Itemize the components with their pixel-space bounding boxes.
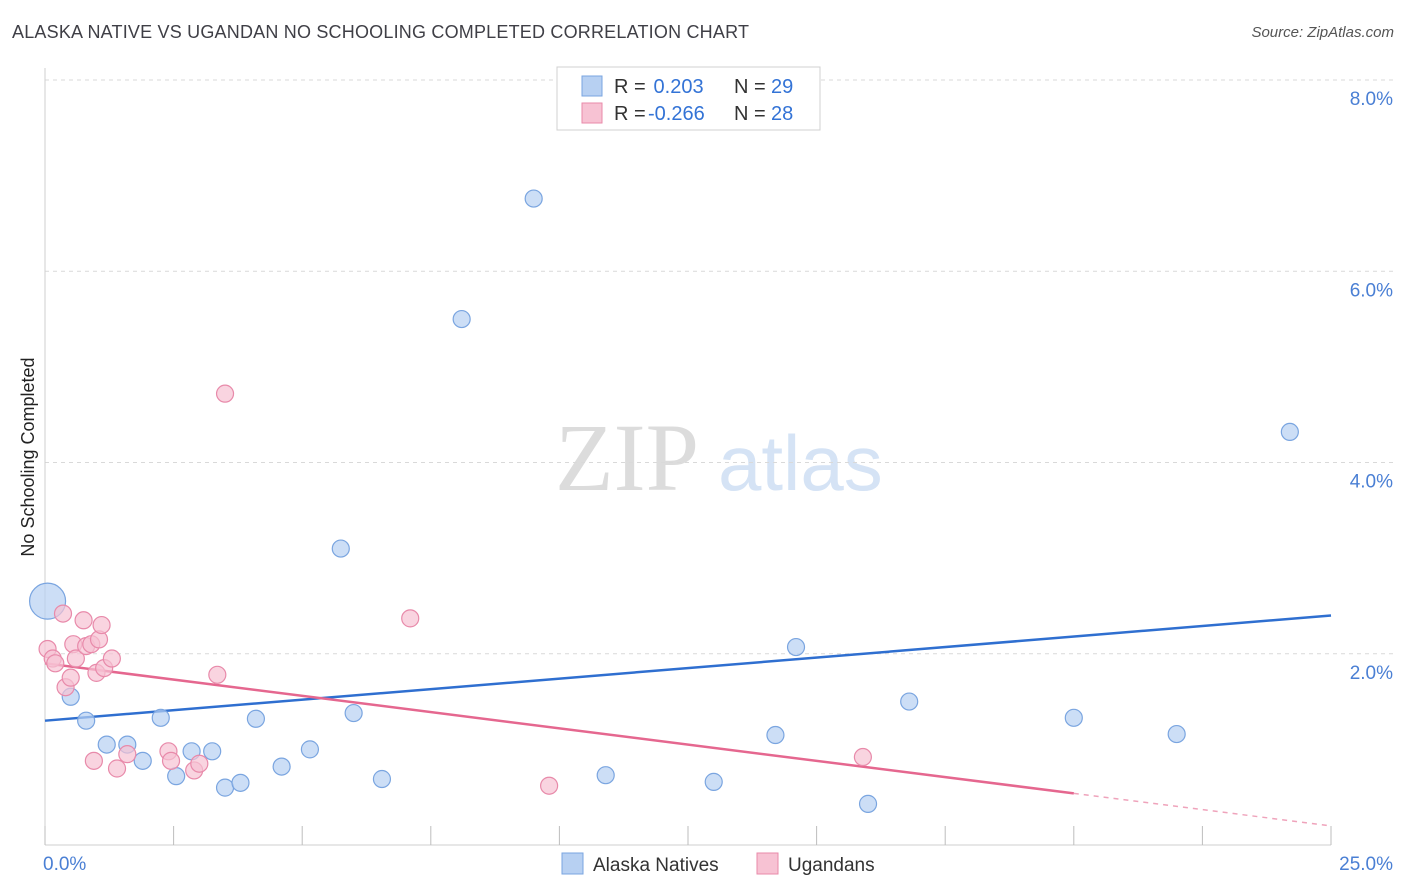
data-point-alaska — [452, 309, 471, 329]
axes: 2.0% 4.0% 6.0% 8.0% 0.0% 25.0% — [43, 68, 1393, 875]
data-point-alaska — [167, 767, 186, 786]
data-point-alaska — [704, 772, 723, 791]
data-point-alaska — [596, 766, 615, 785]
y-tick-label: 4.0% — [1350, 472, 1393, 493]
data-point-alaska — [1064, 708, 1083, 727]
y-tick-label: 6.0% — [1350, 280, 1393, 301]
x-tick-label: 25.0% — [1339, 854, 1393, 875]
source-credit: Source: ZipAtlas.com — [1251, 24, 1394, 41]
data-point-ugandan — [102, 649, 121, 668]
legend-swatch-ugandans — [756, 852, 779, 875]
data-point-ugandan — [53, 604, 73, 623]
trend-line-ugandan-extrapolated — [1073, 792, 1332, 827]
legend-label-alaska: Alaska Natives — [593, 855, 719, 876]
data-point-ugandan — [540, 776, 559, 795]
data-points — [28, 189, 1299, 813]
data-point-ugandan — [46, 654, 65, 673]
y-axis-title: No Schooling Completed — [18, 357, 38, 556]
data-point-ugandan — [118, 745, 137, 764]
trend-line-alaska — [44, 614, 1332, 722]
stats-swatch-ugandans — [581, 102, 603, 124]
r-value-ugandans: -0.266 — [648, 103, 705, 125]
data-point-ugandan — [853, 747, 872, 767]
x-tick-label: 0.0% — [43, 854, 86, 875]
n-label-ugandans: N = — [734, 103, 766, 125]
data-point-alaska — [900, 692, 919, 711]
data-point-ugandan — [190, 754, 209, 773]
n-value-alaska: 29 — [771, 76, 793, 98]
stats-legend: R = 0.203 N = 29 R = -0.266 N = 28 — [556, 66, 821, 131]
data-point-alaska — [1167, 724, 1186, 744]
trend-lines — [44, 614, 1332, 827]
y-tick-label: 8.0% — [1350, 89, 1393, 110]
data-point-ugandan — [66, 649, 85, 668]
data-point-alaska — [331, 539, 350, 558]
data-point-ugandan — [215, 384, 235, 403]
r-value-alaska: 0.203 — [648, 76, 704, 98]
data-point-alaska — [97, 735, 116, 754]
data-point-ugandan — [107, 759, 127, 778]
data-point-alaska — [858, 794, 878, 813]
chart-title: ALASKA NATIVE VS UGANDAN NO SCHOOLING CO… — [12, 22, 750, 42]
data-point-ugandan — [84, 751, 103, 770]
data-point-alaska — [1280, 422, 1299, 441]
stats-swatch-alaska — [581, 75, 603, 97]
n-label-alaska: N = — [734, 76, 766, 98]
watermark: ZIP atlas — [555, 404, 883, 511]
data-point-alaska — [344, 703, 363, 723]
data-point-alaska — [151, 708, 170, 727]
data-point-alaska — [766, 725, 785, 745]
data-point-ugandan — [61, 668, 80, 687]
series-legend: Alaska Natives Ugandans — [561, 852, 875, 876]
data-point-ugandan — [74, 611, 93, 630]
legend-swatch-alaska — [561, 852, 584, 875]
data-point-ugandan — [208, 665, 227, 684]
data-point-alaska — [524, 189, 543, 208]
data-point-alaska — [246, 709, 266, 728]
data-point-alaska — [786, 637, 806, 657]
data-point-ugandan — [161, 751, 181, 770]
watermark-zip: ZIP — [555, 404, 699, 511]
data-point-alaska — [272, 757, 291, 776]
n-value-ugandans: 28 — [771, 103, 793, 125]
data-point-alaska — [215, 778, 235, 797]
data-point-alaska — [300, 740, 320, 759]
data-point-alaska — [133, 751, 152, 770]
legend-label-ugandans: Ugandans — [788, 855, 875, 876]
data-point-ugandan — [92, 615, 111, 635]
data-point-alaska — [372, 769, 392, 789]
r-label-ugandans: R = — [614, 103, 646, 125]
grid — [45, 79, 1393, 655]
data-point-alaska — [203, 742, 222, 761]
data-point-ugandan — [401, 609, 420, 628]
data-point-alaska — [77, 711, 96, 730]
data-point-alaska — [231, 773, 250, 792]
r-label-alaska: R = — [614, 76, 646, 98]
trend-line-ugandan — [44, 662, 1074, 795]
y-tick-label: 2.0% — [1350, 663, 1393, 684]
